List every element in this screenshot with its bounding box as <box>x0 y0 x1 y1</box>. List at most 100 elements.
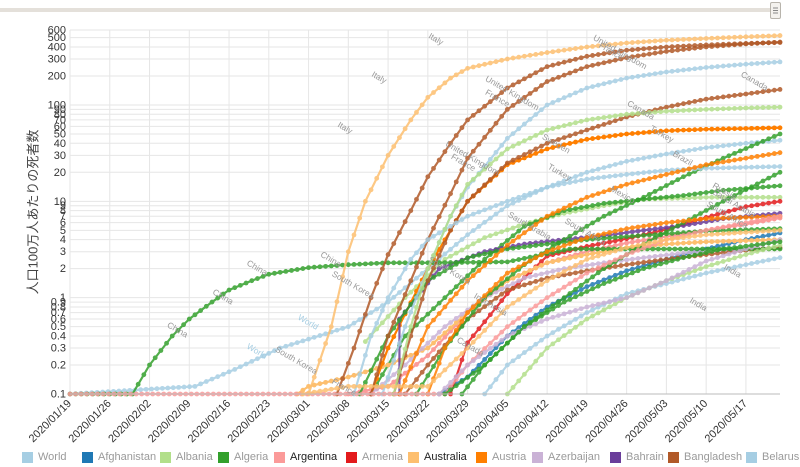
data-point <box>658 173 664 179</box>
data-point <box>482 61 488 67</box>
data-point <box>766 200 772 206</box>
data-point <box>715 231 720 237</box>
data-point <box>584 262 590 268</box>
data-point <box>601 231 607 237</box>
data-point <box>760 201 766 207</box>
data-point <box>459 258 465 264</box>
range-slider-handle[interactable] <box>770 2 781 19</box>
data-point <box>715 188 720 194</box>
data-point <box>777 213 783 219</box>
data-point <box>658 49 664 55</box>
data-point <box>720 246 726 252</box>
data-point <box>550 183 556 189</box>
data-point <box>504 198 510 204</box>
data-point <box>539 282 544 287</box>
data-point <box>681 47 686 52</box>
data-point <box>726 42 732 48</box>
data-point <box>504 304 510 310</box>
data-point <box>550 341 556 347</box>
data-point <box>152 355 158 361</box>
data-point <box>737 126 743 131</box>
data-point <box>743 194 749 200</box>
data-point <box>504 287 510 293</box>
data-point <box>641 237 647 243</box>
data-point <box>607 260 612 265</box>
data-point <box>646 264 652 270</box>
data-point <box>743 126 749 131</box>
data-point <box>595 246 600 252</box>
series-line <box>307 34 781 395</box>
data-point <box>402 333 408 339</box>
data-point <box>561 123 567 129</box>
data-point <box>743 220 749 226</box>
data-point <box>766 232 772 238</box>
data-point <box>573 308 578 313</box>
data-point <box>675 235 681 241</box>
data-point <box>556 143 561 149</box>
data-point <box>607 50 612 56</box>
data-point <box>414 351 419 356</box>
data-point <box>425 324 431 330</box>
legend-label: Azerbaijan <box>548 451 600 463</box>
data-point <box>675 223 681 229</box>
data-point <box>624 47 630 53</box>
data-point <box>590 286 595 292</box>
data-point <box>578 291 584 297</box>
data-point <box>391 294 397 300</box>
series-line <box>69 139 781 396</box>
data-point <box>414 250 419 256</box>
data-point <box>527 268 533 273</box>
data-point <box>664 259 669 265</box>
data-point <box>470 254 476 259</box>
data-point <box>522 138 527 144</box>
data-point <box>703 208 709 213</box>
data-point <box>669 48 675 54</box>
data-point <box>749 125 754 131</box>
data-point <box>493 203 499 208</box>
data-point <box>675 219 681 224</box>
data-point <box>664 167 669 173</box>
data-point <box>522 230 527 236</box>
data-point <box>664 37 669 43</box>
data-point <box>306 265 311 271</box>
data-point <box>391 307 397 313</box>
data-point <box>391 144 397 149</box>
data-point <box>533 265 539 271</box>
data-point <box>345 383 351 389</box>
data-point <box>646 259 652 265</box>
data-point <box>556 74 561 80</box>
data-point <box>715 201 720 207</box>
data-point <box>380 372 385 378</box>
data-point <box>635 170 641 176</box>
top-scroll-track[interactable] <box>0 8 770 12</box>
data-point <box>669 150 675 156</box>
data-point <box>771 194 777 200</box>
data-point <box>482 103 488 109</box>
data-point <box>607 230 612 235</box>
data-point <box>686 267 692 272</box>
data-point <box>612 162 618 167</box>
data-point <box>766 60 772 66</box>
data-point <box>567 271 573 277</box>
data-point <box>510 331 516 336</box>
data-point <box>578 45 584 51</box>
y-tick-label: 0.1 <box>51 389 66 401</box>
data-point <box>578 177 584 183</box>
series-group <box>67 33 783 397</box>
data-point <box>709 161 715 167</box>
data-point <box>629 171 635 177</box>
data-point <box>584 316 590 322</box>
data-point <box>539 143 544 149</box>
data-point <box>311 334 317 340</box>
data-point <box>385 260 391 266</box>
data-point <box>567 133 573 139</box>
data-point <box>658 261 664 267</box>
data-point <box>641 245 647 251</box>
data-point <box>635 130 641 136</box>
data-point <box>448 265 453 270</box>
data-point <box>652 71 658 77</box>
data-point <box>766 88 772 94</box>
data-point <box>692 268 698 274</box>
data-point <box>533 279 539 284</box>
data-point <box>624 262 630 268</box>
